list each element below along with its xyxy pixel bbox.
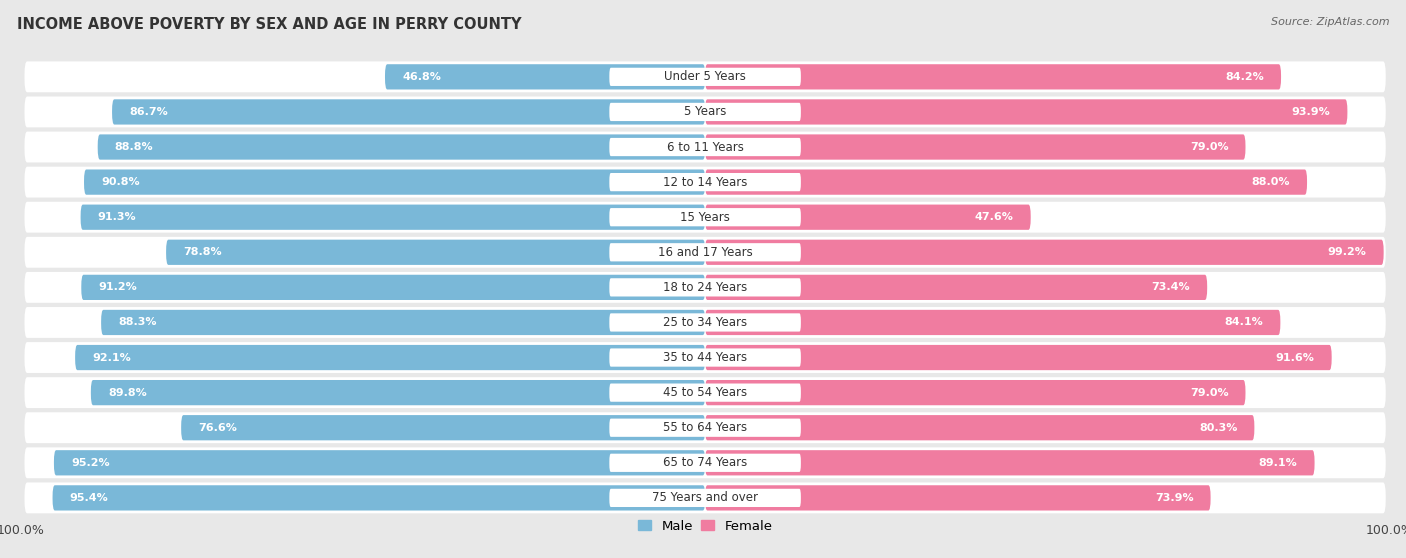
- FancyBboxPatch shape: [24, 167, 1386, 198]
- FancyBboxPatch shape: [53, 450, 706, 475]
- FancyBboxPatch shape: [24, 307, 1386, 338]
- FancyBboxPatch shape: [609, 314, 801, 331]
- FancyBboxPatch shape: [181, 415, 706, 440]
- FancyBboxPatch shape: [24, 202, 1386, 233]
- FancyBboxPatch shape: [609, 243, 801, 261]
- Text: 91.6%: 91.6%: [1275, 353, 1315, 363]
- FancyBboxPatch shape: [609, 454, 801, 472]
- Text: 25 to 34 Years: 25 to 34 Years: [664, 316, 747, 329]
- Text: 91.2%: 91.2%: [98, 282, 138, 292]
- FancyBboxPatch shape: [97, 134, 706, 160]
- Text: 86.7%: 86.7%: [129, 107, 167, 117]
- Text: 84.2%: 84.2%: [1225, 72, 1264, 82]
- FancyBboxPatch shape: [24, 272, 1386, 303]
- Text: 47.6%: 47.6%: [974, 212, 1014, 222]
- FancyBboxPatch shape: [706, 134, 1246, 160]
- FancyBboxPatch shape: [24, 132, 1386, 162]
- FancyBboxPatch shape: [609, 383, 801, 402]
- Text: 65 to 74 Years: 65 to 74 Years: [664, 456, 747, 469]
- FancyBboxPatch shape: [706, 310, 1281, 335]
- FancyBboxPatch shape: [91, 380, 706, 405]
- Text: 55 to 64 Years: 55 to 64 Years: [664, 421, 747, 434]
- Text: INCOME ABOVE POVERTY BY SEX AND AGE IN PERRY COUNTY: INCOME ABOVE POVERTY BY SEX AND AGE IN P…: [17, 17, 522, 32]
- Text: 35 to 44 Years: 35 to 44 Years: [664, 351, 747, 364]
- FancyBboxPatch shape: [84, 170, 706, 195]
- Text: 18 to 24 Years: 18 to 24 Years: [664, 281, 747, 294]
- FancyBboxPatch shape: [706, 345, 1331, 370]
- Text: 79.0%: 79.0%: [1189, 142, 1229, 152]
- FancyBboxPatch shape: [706, 450, 1315, 475]
- Text: 88.3%: 88.3%: [118, 318, 156, 328]
- FancyBboxPatch shape: [24, 448, 1386, 478]
- FancyBboxPatch shape: [706, 415, 1254, 440]
- FancyBboxPatch shape: [24, 61, 1386, 92]
- Text: 93.9%: 93.9%: [1292, 107, 1330, 117]
- FancyBboxPatch shape: [52, 485, 706, 511]
- Text: 88.0%: 88.0%: [1251, 177, 1289, 187]
- FancyBboxPatch shape: [609, 208, 801, 227]
- Text: 73.9%: 73.9%: [1154, 493, 1194, 503]
- Text: 92.1%: 92.1%: [93, 353, 131, 363]
- Text: 95.2%: 95.2%: [72, 458, 110, 468]
- FancyBboxPatch shape: [82, 275, 706, 300]
- FancyBboxPatch shape: [609, 489, 801, 507]
- FancyBboxPatch shape: [24, 412, 1386, 443]
- Text: Under 5 Years: Under 5 Years: [664, 70, 747, 83]
- FancyBboxPatch shape: [75, 345, 706, 370]
- FancyBboxPatch shape: [706, 275, 1208, 300]
- Text: 45 to 54 Years: 45 to 54 Years: [664, 386, 747, 399]
- Text: 88.8%: 88.8%: [115, 142, 153, 152]
- FancyBboxPatch shape: [24, 237, 1386, 268]
- Text: 6 to 11 Years: 6 to 11 Years: [666, 141, 744, 153]
- FancyBboxPatch shape: [609, 348, 801, 367]
- Text: 5 Years: 5 Years: [683, 105, 727, 118]
- FancyBboxPatch shape: [609, 68, 801, 86]
- Text: 84.1%: 84.1%: [1225, 318, 1263, 328]
- FancyBboxPatch shape: [609, 103, 801, 121]
- Text: 90.8%: 90.8%: [101, 177, 139, 187]
- FancyBboxPatch shape: [706, 99, 1347, 124]
- Text: 99.2%: 99.2%: [1327, 247, 1367, 257]
- Text: 75 Years and over: 75 Years and over: [652, 492, 758, 504]
- Text: 80.3%: 80.3%: [1199, 423, 1237, 432]
- FancyBboxPatch shape: [112, 99, 706, 124]
- Text: 89.1%: 89.1%: [1258, 458, 1298, 468]
- Text: 73.4%: 73.4%: [1152, 282, 1189, 292]
- Legend: Male, Female: Male, Female: [633, 514, 778, 538]
- FancyBboxPatch shape: [24, 97, 1386, 127]
- FancyBboxPatch shape: [706, 64, 1281, 89]
- FancyBboxPatch shape: [609, 278, 801, 296]
- FancyBboxPatch shape: [609, 418, 801, 437]
- Text: 15 Years: 15 Years: [681, 211, 730, 224]
- Text: 76.6%: 76.6%: [198, 423, 238, 432]
- FancyBboxPatch shape: [609, 173, 801, 191]
- FancyBboxPatch shape: [24, 342, 1386, 373]
- Text: 12 to 14 Years: 12 to 14 Years: [662, 176, 748, 189]
- FancyBboxPatch shape: [706, 380, 1246, 405]
- Text: 95.4%: 95.4%: [70, 493, 108, 503]
- FancyBboxPatch shape: [101, 310, 706, 335]
- FancyBboxPatch shape: [706, 205, 1031, 230]
- FancyBboxPatch shape: [24, 377, 1386, 408]
- FancyBboxPatch shape: [706, 485, 1211, 511]
- FancyBboxPatch shape: [706, 170, 1308, 195]
- FancyBboxPatch shape: [166, 239, 706, 265]
- Text: 46.8%: 46.8%: [402, 72, 441, 82]
- FancyBboxPatch shape: [24, 483, 1386, 513]
- FancyBboxPatch shape: [706, 239, 1384, 265]
- Text: 79.0%: 79.0%: [1189, 388, 1229, 398]
- Text: Source: ZipAtlas.com: Source: ZipAtlas.com: [1271, 17, 1389, 27]
- Text: 91.3%: 91.3%: [97, 212, 136, 222]
- Text: 78.8%: 78.8%: [183, 247, 222, 257]
- Text: 16 and 17 Years: 16 and 17 Years: [658, 246, 752, 259]
- FancyBboxPatch shape: [609, 138, 801, 156]
- FancyBboxPatch shape: [385, 64, 706, 89]
- FancyBboxPatch shape: [80, 205, 706, 230]
- Text: 89.8%: 89.8%: [108, 388, 146, 398]
